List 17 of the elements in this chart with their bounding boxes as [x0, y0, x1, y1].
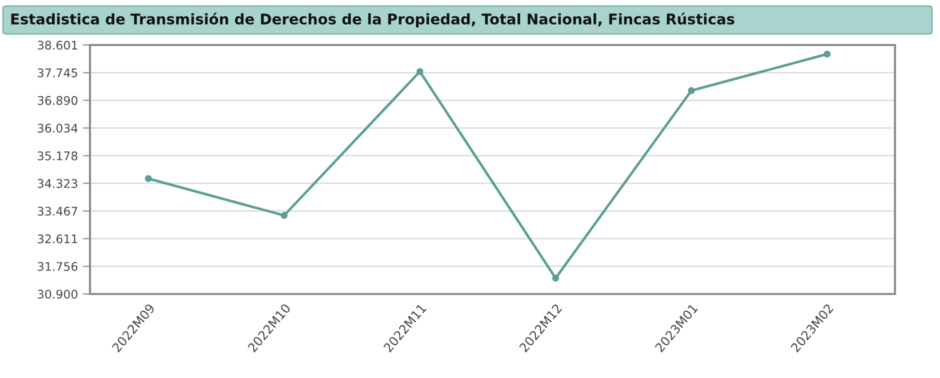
point	[824, 50, 831, 58]
y-tick-label: 32.611	[38, 234, 78, 244]
point	[144, 175, 152, 182]
point	[552, 274, 560, 282]
y-tick-label: 36.034	[38, 124, 78, 133]
y-tick-label: 30.900	[38, 290, 78, 299]
y-tick-label: 35.178	[38, 151, 78, 160]
y-tick-label: 31.756	[38, 262, 78, 271]
point	[416, 68, 424, 76]
y-tick-label: 36.890	[38, 96, 78, 105]
y-tick-label: 37.745	[38, 68, 78, 78]
point	[280, 212, 288, 219]
chart-title: Estadistica de Transmisión de Derechos de la Propiedad, Total Nacional, Fincas Rústicas	[11, 12, 734, 28]
point	[688, 87, 695, 94]
y-tick-label: 33.467	[38, 206, 78, 216]
y-tick-label: 38.601	[38, 40, 78, 50]
y-tick-label: 34.323	[38, 179, 78, 188]
